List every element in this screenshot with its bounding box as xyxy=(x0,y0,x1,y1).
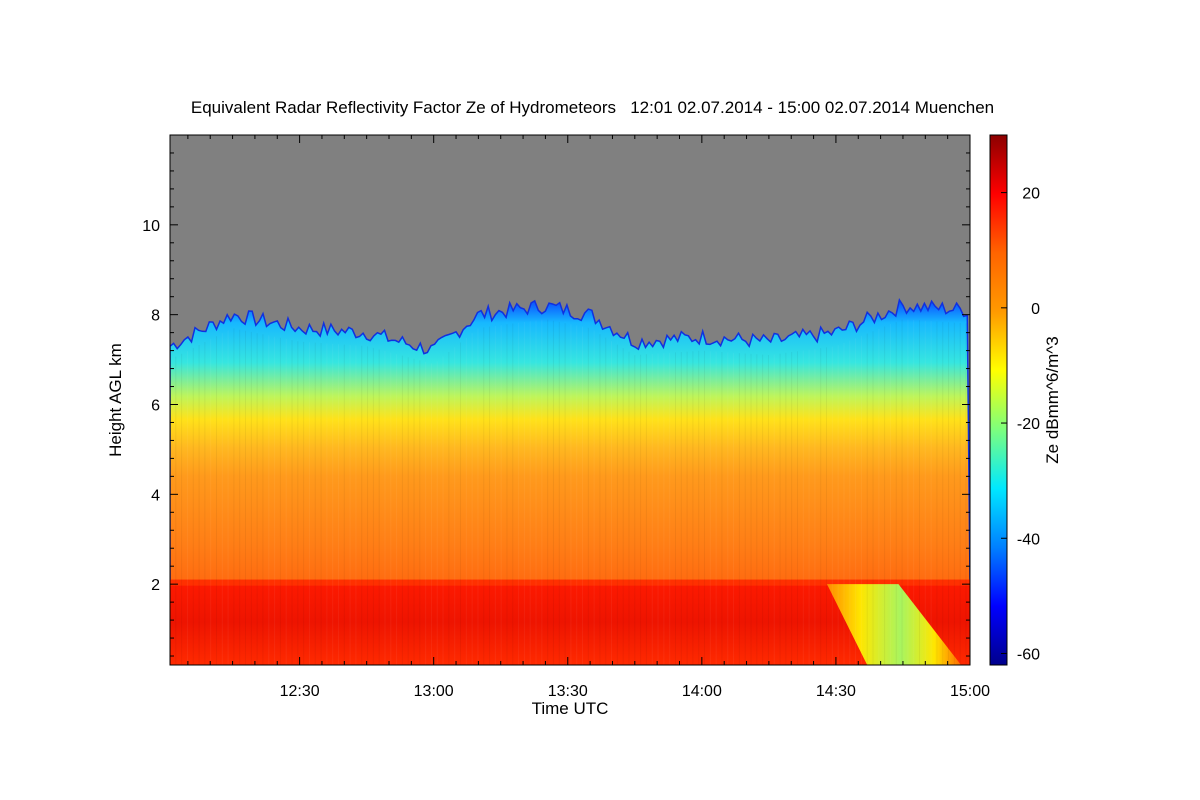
y-tick-label: 4 xyxy=(151,487,160,504)
cloud-layer xyxy=(170,297,970,585)
x-tick-label: 15:00 xyxy=(950,683,990,700)
x-axis-label: Time UTC xyxy=(532,699,609,718)
x-tick-label: 13:30 xyxy=(548,683,588,700)
colorbar: 20 0 -20 -40 -60 xyxy=(989,134,1040,666)
x-tick-label: 12:30 xyxy=(280,683,320,700)
y-axis: 2 4 6 8 10 xyxy=(142,152,970,657)
colorbar-tick-label: -20 xyxy=(1017,416,1040,433)
colorbar-label: Ze dBmm^6/m^3 xyxy=(1043,336,1062,463)
colorbar-tick-label: -40 xyxy=(1017,531,1040,548)
x-tick-label: 14:30 xyxy=(816,683,856,700)
chart-title: Equivalent Radar Reflectivity Factor Ze … xyxy=(190,98,995,117)
melting-layer-band xyxy=(170,579,970,586)
y-tick-label: 10 xyxy=(142,218,160,235)
plot-frame xyxy=(169,134,971,666)
y-axis-label: Height AGL km xyxy=(106,343,125,457)
y-tick-label: 8 xyxy=(151,308,160,325)
x-tick-label: 13:00 xyxy=(414,683,454,700)
colorbar-tick-label: 0 xyxy=(1031,301,1040,318)
colorbar-tick-label: -60 xyxy=(1017,646,1040,663)
colorbar-scale xyxy=(989,134,1008,666)
y-tick-label: 6 xyxy=(151,397,160,414)
heatmap-area xyxy=(170,135,970,665)
colorbar-tick-label: 20 xyxy=(1022,186,1040,203)
x-axis: 12:30 13:00 13:30 14:00 14:30 15:00 xyxy=(187,135,990,700)
y-tick-label: 2 xyxy=(151,577,160,594)
x-tick-label: 14:00 xyxy=(682,683,722,700)
rain-shaft xyxy=(826,584,962,665)
